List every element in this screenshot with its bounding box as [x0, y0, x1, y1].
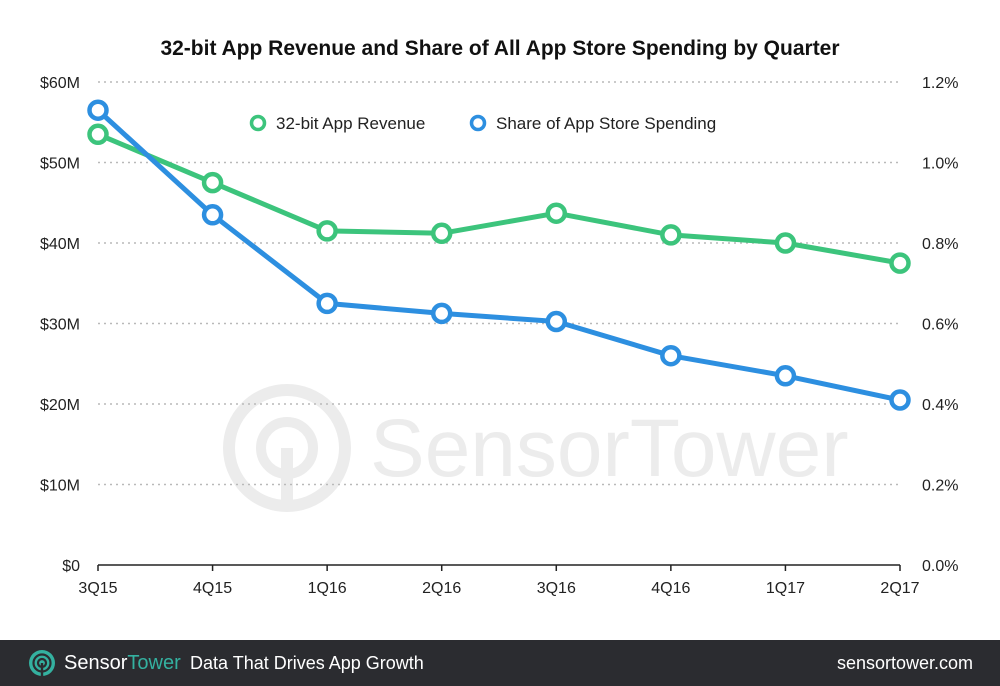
left-y-tick-label: $10M — [40, 478, 80, 495]
series-1-point — [889, 252, 911, 274]
left-y-tick-label: $20M — [40, 397, 80, 414]
series-1-point — [316, 220, 338, 242]
series-1-point — [545, 202, 568, 224]
legend-label-2: Share of App Store Spending — [496, 114, 716, 133]
x-tick-label: 4Q15 — [193, 580, 232, 597]
left-y-tick-label: $0 — [62, 558, 80, 575]
left-y-tick-label: $60M — [40, 75, 80, 92]
right-y-tick-label: 1.0% — [922, 156, 958, 173]
x-tick-label: 1Q17 — [766, 580, 805, 597]
series-layer — [87, 99, 911, 411]
watermark-text: SensorTower — [370, 403, 849, 494]
series-2-point — [889, 389, 911, 411]
series-1-point — [87, 123, 109, 146]
series-1-point — [774, 232, 797, 254]
x-tick-label: 3Q15 — [78, 580, 117, 597]
sensortower-logo-icon — [29, 650, 55, 676]
series-line-1 — [95, 131, 903, 266]
x-axis: 3Q15 4Q15 1Q16 2Q16 3Q16 4Q16 1Q17 2Q17 — [78, 565, 920, 597]
series-1-point — [660, 224, 682, 246]
series-2-point — [774, 365, 797, 387]
legend-label-1: 32-bit App Revenue — [276, 114, 425, 133]
series-2-point — [87, 99, 109, 121]
series-2-point — [201, 204, 224, 226]
right-y-axis: 0.0% 0.2% 0.4% 0.6% 0.8% 1.0% 1.2% — [922, 75, 958, 575]
right-y-tick-label: 0.0% — [922, 558, 958, 575]
watermark-stem-icon — [281, 448, 293, 510]
right-y-tick-label: 0.4% — [922, 397, 958, 414]
chart-title: 32-bit App Revenue and Share of All App … — [160, 37, 839, 60]
x-tick-label: 3Q16 — [537, 580, 576, 597]
series-2-point — [545, 310, 568, 333]
footer-bar: SensorTower Data That Drives App Growth … — [0, 640, 1000, 686]
x-tick-label: 1Q16 — [308, 580, 347, 597]
x-tick-label: 4Q16 — [651, 580, 690, 597]
chart: SensorTower 32-bit App Revenue and Share… — [40, 37, 959, 597]
series-2-point — [430, 302, 453, 325]
sensortower-watermark: SensorTower — [223, 384, 849, 512]
brand-name: SensorTower — [64, 651, 181, 675]
right-y-tick-label: 0.6% — [922, 317, 958, 334]
brand-name-part2: Tower — [127, 652, 181, 674]
right-y-tick-label: 1.2% — [922, 75, 958, 92]
brand-name-part1: Sensor — [64, 652, 128, 674]
series-1-point — [201, 171, 224, 194]
x-tick-label: 2Q17 — [880, 580, 919, 597]
left-y-tick-label: $50M — [40, 156, 80, 173]
site-url[interactable]: sensortower.com — [836, 653, 973, 673]
series-1-point — [430, 222, 453, 245]
right-y-tick-label: 0.2% — [922, 478, 958, 495]
series-2-point — [660, 344, 682, 367]
right-y-tick-label: 0.8% — [922, 236, 958, 253]
grid-lines — [98, 81, 900, 566]
left-y-tick-label: $40M — [40, 236, 80, 253]
left-y-tick-label: $30M — [40, 317, 80, 334]
left-y-axis: $0 $10M $20M $30M $40M $50M $60M — [40, 75, 80, 575]
x-tick-label: 2Q16 — [422, 580, 461, 597]
legend-marker-2 — [469, 114, 487, 132]
tagline: Data That Drives App Growth — [190, 653, 424, 673]
legend: 32-bit App Revenue Share of App Store Spe… — [249, 114, 716, 133]
series-2-point — [316, 292, 338, 315]
legend-marker-1 — [249, 114, 267, 132]
series-line-2 — [95, 107, 903, 403]
